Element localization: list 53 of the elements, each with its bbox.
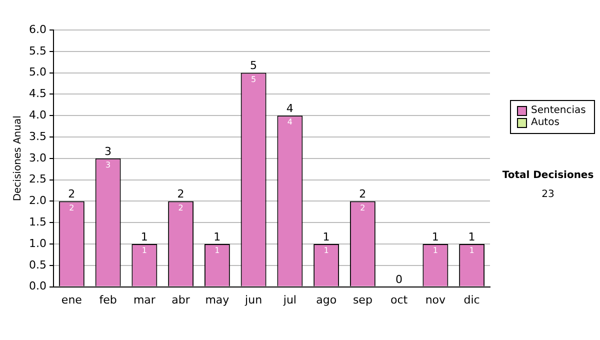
y-tick-label: 5.5 xyxy=(28,44,46,58)
x-tick-label: oct xyxy=(390,293,408,306)
total-label: 2 xyxy=(359,188,366,201)
x-tick-label: ago xyxy=(316,293,337,306)
data-label: 1 xyxy=(432,246,438,256)
y-tick-label: 6.0 xyxy=(28,22,46,36)
x-tick-label: nov xyxy=(425,293,446,306)
y-axis-title: Decisiones Anual xyxy=(12,116,24,202)
x-tick-label: dic xyxy=(464,293,480,306)
data-label: 2 xyxy=(178,203,184,212)
x-tick-label: sep xyxy=(352,293,372,306)
x-tick-label: may xyxy=(205,293,230,306)
data-label: 1 xyxy=(324,246,329,256)
x-tick-label: feb xyxy=(99,293,117,306)
total-label: 0 xyxy=(396,273,403,286)
total-label: 5 xyxy=(250,59,258,72)
y-tick-label: 2.0 xyxy=(28,194,46,208)
legend-label: Autos xyxy=(530,117,560,129)
total-label: 4 xyxy=(286,102,294,115)
total-label: 3 xyxy=(104,144,112,158)
text: Total Decisiones xyxy=(501,170,595,181)
y-tick-label: 1.0 xyxy=(28,236,46,250)
total-label: 1 xyxy=(432,230,439,244)
data-label: 3 xyxy=(106,160,111,170)
y-tick-label: 3.0 xyxy=(28,151,46,164)
data-label: 1 xyxy=(214,246,220,256)
data-label: 5 xyxy=(251,74,256,84)
total-label: 1 xyxy=(322,230,330,244)
data-label: 2 xyxy=(360,203,366,212)
y-tick-label: 4.0 xyxy=(28,108,46,122)
data-label: 1 xyxy=(469,246,474,256)
y-tick-label: 5.0 xyxy=(28,66,46,79)
y-tick-label: 2.5 xyxy=(28,172,46,186)
legend-label: Sentencias xyxy=(530,105,586,117)
y-tick-label: 0.0 xyxy=(28,280,46,293)
y-tick-label: 3.5 xyxy=(28,130,46,143)
total-label: 2 xyxy=(68,188,76,201)
y-tick-label: 1.5 xyxy=(28,215,46,228)
total-label: 1 xyxy=(140,230,148,244)
x-tick-label: ene xyxy=(61,293,82,306)
data-label: 1 xyxy=(142,246,147,256)
data-label: 4 xyxy=(287,118,292,127)
y-tick-label: 4.5 xyxy=(28,87,46,100)
total-label: 2 xyxy=(177,188,184,201)
x-tick-label: mar xyxy=(133,293,156,306)
total-label: 1 xyxy=(468,230,476,244)
x-tick-label: abr xyxy=(172,293,190,306)
text: 23 xyxy=(540,189,556,200)
total-label: 1 xyxy=(214,230,221,244)
x-tick-label: jul xyxy=(282,293,296,306)
data-label: 2 xyxy=(69,203,74,212)
y-tick-label: 0.5 xyxy=(28,258,46,272)
x-tick-label: jun xyxy=(244,293,262,306)
